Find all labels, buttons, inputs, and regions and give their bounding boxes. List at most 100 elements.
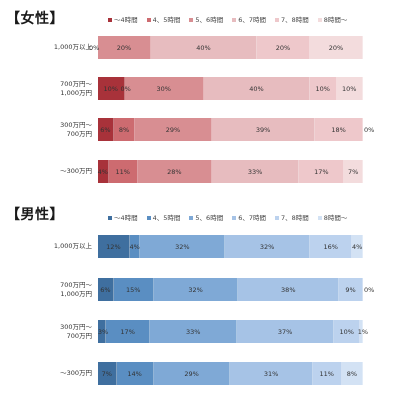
male-value-label-2-5: 1% (357, 328, 368, 336)
female-value-label-3-2: 28% (167, 167, 182, 176)
female-value-label-3-1: 11% (115, 167, 130, 176)
female-bar-row-2: 6% 8% 29% 39% 18% (98, 118, 363, 141)
male-bar-segment-2-4: 10% (334, 320, 361, 343)
male-value-label-1-3: 38% (281, 285, 296, 294)
male-bar-segment-1-2: 32% (153, 278, 239, 301)
male-bar-segment-0-0: 12% (98, 235, 130, 258)
female-bar-segment-3-0: 4% (98, 160, 109, 183)
male-bar-segment-3-5: 8% (341, 362, 363, 385)
female-value-label-2-1: 8% (118, 125, 130, 134)
female-legend-swatch-3 (232, 18, 237, 22)
female-legend-swatch-2 (189, 18, 194, 22)
male-legend-label-3: 6、7時間 (238, 214, 266, 222)
female-value-label-2-4: 18% (331, 125, 346, 134)
female-bar-segment-2-3: 39% (211, 118, 316, 141)
male-legend-item-2: 5、6時間 (189, 212, 223, 222)
female-value-label-2-5: 0% (364, 126, 375, 134)
female-bar-row-0: 20% 40% 20% 20% (98, 36, 363, 59)
female-category-label-1: 700万円～ 1,000万円 (60, 79, 92, 97)
male-value-label-2-1: 17% (120, 327, 135, 336)
female-legend-swatch-1 (146, 18, 151, 22)
male-value-label-1-5: 0% (364, 286, 375, 294)
male-legend-item-3: 6、7時間 (232, 212, 266, 222)
female-value-label-1-2: 30% (156, 84, 171, 93)
female-value-label-1-0: 10% (103, 84, 118, 93)
female-legend-item-1: 4、5時間 (146, 14, 181, 24)
female-bar-segment-0-5: 20% (310, 36, 363, 59)
male-value-label-3-0: 7% (101, 369, 112, 378)
male-bar-segment-3-3: 31% (230, 362, 313, 385)
female-bar-segment-0-4: 20% (257, 36, 310, 59)
female-bar-segment-0-3: 40% (151, 36, 257, 59)
female-value-label-1-4: 10% (315, 84, 330, 93)
male-bar-row-0: 12% 4% 32% 32% 16% 4% (98, 235, 363, 258)
male-bar-segment-0-4: 16% (309, 235, 353, 258)
male-bar-segment-2-2: 33% (150, 320, 238, 343)
male-bar-segment-3-0: 7% (98, 362, 117, 385)
male-category-label-0: 1,000万以上 (53, 242, 92, 250)
female-legend-label-3: 6、7時間 (238, 16, 266, 24)
female-category-label-3: ～300万円 (60, 167, 92, 175)
female-bar-segment-1-0: 10% (98, 77, 125, 100)
male-legend-item-1: 4、5時間 (146, 212, 180, 222)
male-legend-swatch-2 (189, 216, 194, 220)
male-legend-item-4: 7、8時間 (274, 212, 309, 222)
male-value-label-1-4: 9% (345, 285, 356, 294)
male-category-label-3: ～300万円 (60, 369, 92, 377)
male-bar-segment-3-1: 14% (116, 362, 154, 385)
male-bar-segment-1-4: 9% (339, 278, 363, 301)
male-legend-swatch-4 (274, 216, 279, 220)
female-bar-segment-1-3: 40% (204, 77, 310, 100)
female-value-label-2-2: 29% (165, 125, 181, 134)
female-value-label-0-4: 20% (275, 43, 291, 52)
male-legend: ～4時間 4、5時間 5、6時間 6、7時間 7、8時間 8時間～ (108, 212, 356, 222)
male-value-label-0-3: 32% (259, 242, 275, 251)
female-legend-item-2: 5、6時間 (189, 14, 223, 24)
female-value-label-0-5: 20% (328, 43, 344, 52)
male-bar-segment-3-2: 29% (153, 362, 231, 385)
male-bar-row-3: 7% 14% 29% 31% 11% 8% (98, 362, 363, 385)
male-value-label-1-2: 32% (188, 285, 203, 294)
female-legend-label-1: 4、5時間 (152, 16, 181, 24)
male-value-label-0-4: 16% (323, 242, 338, 251)
female-value-label-1-1: 0% (120, 85, 131, 93)
male-category-label-1: 700万円～ 1,000万円 (60, 280, 92, 298)
male-legend-swatch-0 (108, 216, 112, 220)
male-legend-item-0: ～4時間 (108, 212, 138, 222)
male-value-label-1-0: 6% (100, 285, 111, 294)
female-legend-item-5: 8時間～ (317, 14, 347, 24)
male-bar-segment-1-3: 38% (238, 278, 340, 301)
male-value-label-2-3: 37% (277, 327, 293, 336)
male-bar-segment-3-4: 11% (312, 362, 342, 385)
female-value-label-2-0: 6% (100, 125, 111, 134)
male-bar-segment-0-3: 32% (225, 235, 310, 258)
female-value-label-0-2: 20% (116, 43, 132, 52)
male-value-label-2-2: 33% (186, 327, 201, 336)
male-value-label-2-4: 10% (339, 327, 354, 336)
female-bar-segment-2-0: 6% (98, 118, 114, 141)
female-value-label-3-3: 33% (247, 167, 263, 176)
female-value-label-3-4: 17% (314, 167, 329, 176)
male-value-label-3-1: 14% (127, 369, 142, 378)
female-category-label-2: 300万円～ 700万円 (60, 120, 92, 138)
male-legend-label-4: 7、8時間 (280, 214, 309, 222)
female-legend: ～4時間 4、5時間 5、6時間 6、7時間 7、8時間 8時間～ (108, 14, 356, 24)
female-value-label-0-0: 0% (89, 44, 100, 52)
female-legend-item-4: 7、8時間 (274, 14, 309, 24)
female-bar-segment-3-2: 28% (137, 160, 212, 183)
female-bar-segment-2-4: 18% (315, 118, 363, 141)
male-value-label-3-2: 29% (184, 369, 199, 378)
male-legend-label-0: ～4時間 (114, 214, 138, 222)
female-bar-row-3: 4% 11% 28% 33% 17% 7% (98, 160, 363, 183)
female-bar-segment-0-2: 20% (98, 36, 151, 59)
male-bar-segment-2-5 (360, 320, 363, 343)
male-bar-segment-2-0 (98, 320, 106, 343)
female-category-label-0: 1,000万以上 (53, 43, 92, 51)
male-legend-swatch-1 (146, 216, 151, 220)
male-value-label-2-0: 3% (97, 328, 109, 336)
female-bar-segment-1-4: 10% (310, 77, 337, 100)
female-legend-swatch-4 (274, 18, 279, 22)
male-value-label-0-0: 12% (106, 242, 121, 251)
female-legend-label-2: 5、6時間 (195, 16, 224, 24)
